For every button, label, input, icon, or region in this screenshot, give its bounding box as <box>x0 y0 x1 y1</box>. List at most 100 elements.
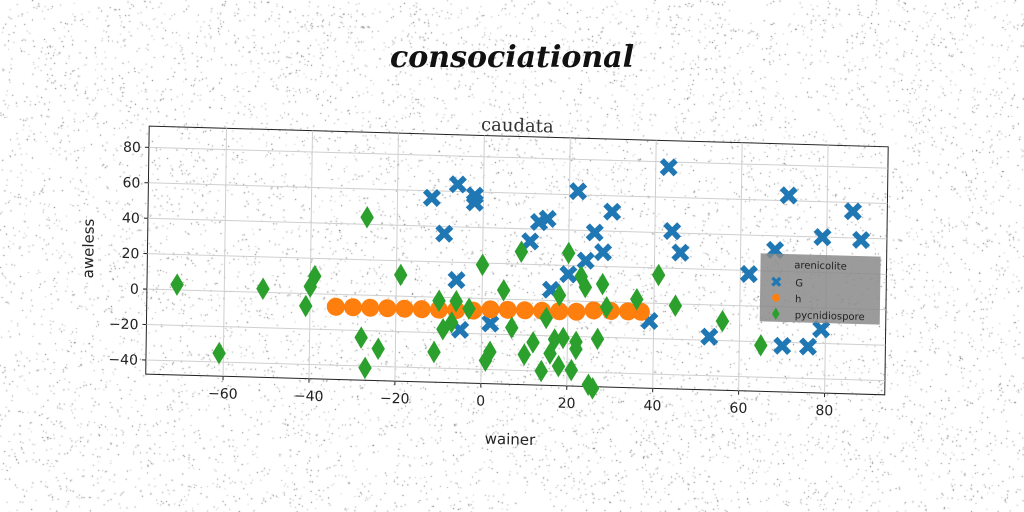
data-point <box>298 294 313 318</box>
data-point <box>715 309 730 333</box>
legend-label: G <box>795 278 803 289</box>
data-point <box>619 302 638 321</box>
x-tick-label: 40 <box>643 398 661 414</box>
data-point <box>449 290 463 313</box>
legend-label: h <box>795 294 801 305</box>
x-tick-label: 20 <box>558 396 576 412</box>
data-point <box>498 300 517 319</box>
data-point <box>754 334 768 357</box>
y-tick-label: 0 <box>130 282 139 298</box>
data-point <box>659 158 678 177</box>
data-point <box>651 263 666 287</box>
legend-marker <box>772 293 781 302</box>
data-point <box>671 243 690 262</box>
data-point <box>515 301 534 320</box>
data-point <box>630 288 644 311</box>
x-tick-label: −60 <box>208 386 238 403</box>
data-point <box>422 188 441 207</box>
data-point <box>574 265 588 288</box>
grid-line-x <box>394 133 399 382</box>
data-point <box>551 354 566 378</box>
data-point <box>427 340 441 364</box>
data-point <box>514 240 529 263</box>
chart-title: caudata <box>481 114 554 137</box>
y-tick-label: −40 <box>108 352 138 369</box>
data-point <box>564 358 579 382</box>
data-point <box>212 341 226 365</box>
data-point <box>462 297 476 320</box>
data-point <box>444 311 459 334</box>
data-point <box>668 294 683 317</box>
data-point <box>559 265 578 284</box>
data-point <box>852 230 871 250</box>
legend-box <box>759 253 881 325</box>
data-point <box>578 275 593 299</box>
grid-line-x <box>308 130 313 379</box>
data-point <box>361 298 380 317</box>
data-point <box>448 175 467 194</box>
data-point <box>843 202 862 221</box>
data-point <box>360 206 374 229</box>
axis-ticks: −60 −40 −20 0 20 40 60 80 −40 −20 0 20 40 60 80 <box>108 140 833 420</box>
x-tick-label: −40 <box>294 388 324 405</box>
data-point <box>798 337 818 356</box>
y-tick-label: 80 <box>123 140 141 156</box>
x-tick-label: 0 <box>476 393 485 409</box>
series-pycnidiospore <box>170 206 768 400</box>
data-point <box>700 327 719 346</box>
grid-line-x <box>222 128 228 377</box>
x-tick-label: 80 <box>815 403 833 419</box>
data-point <box>358 356 372 380</box>
data-point <box>599 296 614 319</box>
data-point <box>603 202 622 221</box>
data-point <box>552 284 567 307</box>
data-point <box>567 302 586 321</box>
data-point <box>170 273 184 296</box>
data-point <box>504 316 519 339</box>
grid-line-y <box>147 217 887 240</box>
data-point <box>412 300 431 319</box>
data-point <box>447 270 466 290</box>
data-point <box>393 263 408 287</box>
data-point <box>585 223 604 242</box>
y-tick-label: 60 <box>122 175 140 191</box>
data-point <box>595 272 610 296</box>
legend: arenicolite Gh pycnidiospore <box>759 253 881 325</box>
data-point <box>773 336 792 356</box>
data-point <box>256 277 270 301</box>
data-point <box>813 227 832 247</box>
data-point <box>585 377 600 400</box>
data-point <box>543 342 557 365</box>
data-point <box>584 301 603 320</box>
data-point <box>663 221 682 241</box>
data-point <box>812 320 831 339</box>
grid-line-y <box>148 182 888 204</box>
data-point <box>432 289 446 313</box>
grid-line-x <box>652 140 657 389</box>
data-point <box>483 340 497 364</box>
grid-line-x <box>738 142 743 391</box>
grid-line-y <box>148 146 888 169</box>
data-point <box>569 337 583 361</box>
data-point <box>593 243 613 262</box>
legend-label: pycnidiospore <box>795 310 865 323</box>
data-point <box>561 241 576 265</box>
y-axis-label: aweless <box>79 218 98 278</box>
legend-marker <box>771 276 782 287</box>
main-title: consociational <box>390 40 634 75</box>
legend-title: arenicolite <box>794 260 847 272</box>
data-point <box>326 297 345 316</box>
data-point <box>556 326 570 350</box>
x-tick-label: 60 <box>729 400 747 416</box>
x-axis-label: wainer <box>485 430 537 449</box>
data-point <box>779 186 798 205</box>
data-point <box>521 232 540 251</box>
data-point <box>534 359 548 383</box>
data-point <box>395 299 414 318</box>
legend-marker <box>772 307 780 320</box>
data-point <box>371 337 385 360</box>
data-point <box>378 299 397 318</box>
data-point <box>481 314 500 333</box>
data-point <box>354 326 368 349</box>
data-point <box>475 253 490 277</box>
